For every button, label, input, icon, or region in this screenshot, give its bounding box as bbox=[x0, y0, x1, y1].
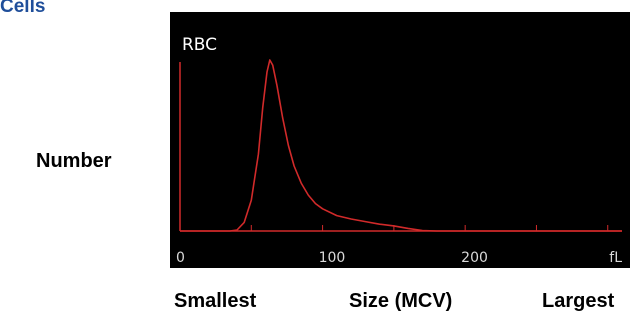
rbc-histogram: RBC 0 100 200 fL bbox=[176, 35, 622, 266]
x-label-size: Size (MCV) bbox=[349, 290, 453, 312]
x-label-smallest: Smallest bbox=[174, 290, 257, 312]
rbc-distribution-curve bbox=[180, 59, 622, 232]
x-tick-label: 0 bbox=[176, 250, 185, 266]
chart-title: RBC bbox=[182, 35, 217, 55]
x-label-largest: Largest bbox=[542, 290, 615, 312]
x-tick-label: 200 bbox=[461, 250, 488, 266]
section-title: Cells bbox=[0, 0, 46, 17]
x-tick-label: 100 bbox=[319, 250, 346, 266]
y-axis-label: Number bbox=[36, 150, 112, 172]
x-tick-label: fL bbox=[609, 250, 622, 266]
histogram-panel: RBC 0 100 200 fL bbox=[170, 12, 630, 268]
